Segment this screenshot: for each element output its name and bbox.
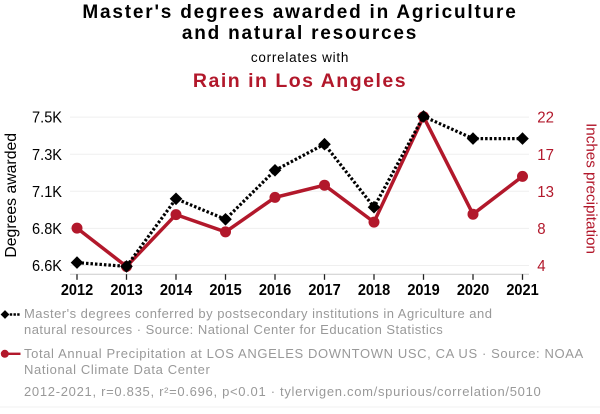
svg-text:2013: 2013 [110, 281, 142, 299]
svg-text:2020: 2020 [457, 281, 489, 299]
svg-text:2016: 2016 [259, 281, 291, 299]
svg-text:Degrees awarded: Degrees awarded [3, 133, 20, 258]
svg-text:4: 4 [537, 258, 546, 275]
svg-text:2021: 2021 [506, 281, 539, 299]
svg-text:Inches precipitation: Inches precipitation [583, 123, 600, 254]
svg-text:2014: 2014 [160, 281, 193, 299]
svg-text:7.5K: 7.5K [32, 109, 62, 127]
svg-text:6.6K: 6.6K [32, 258, 62, 276]
svg-text:22: 22 [537, 110, 554, 127]
svg-text:2018: 2018 [358, 281, 391, 299]
svg-text:8: 8 [537, 221, 545, 238]
svg-text:2017: 2017 [308, 281, 340, 299]
svg-text:17: 17 [537, 147, 554, 164]
svg-text:6.8K: 6.8K [32, 221, 62, 239]
svg-text:2019: 2019 [407, 281, 439, 299]
svg-text:2015: 2015 [209, 281, 242, 299]
svg-text:7.3K: 7.3K [32, 146, 62, 164]
svg-text:7.1K: 7.1K [32, 184, 62, 202]
svg-text:2012: 2012 [61, 281, 93, 299]
svg-text:13: 13 [537, 184, 554, 201]
